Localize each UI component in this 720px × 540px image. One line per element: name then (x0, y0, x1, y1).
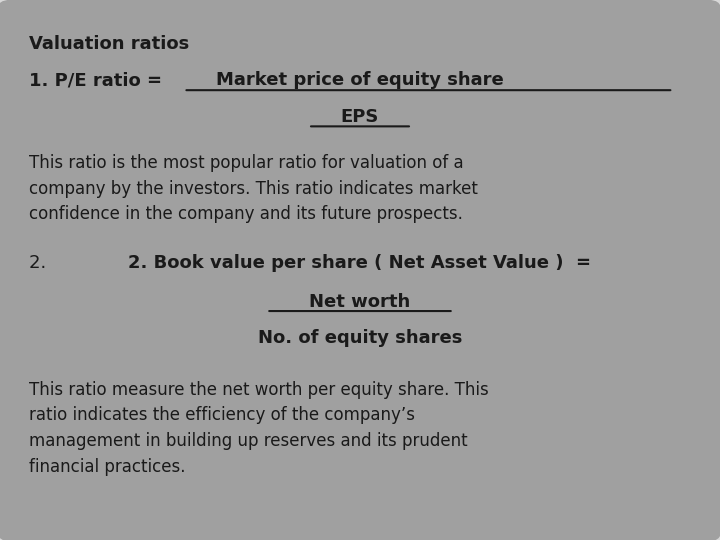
Text: No. of equity shares: No. of equity shares (258, 329, 462, 347)
Text: 1. P/E ratio =: 1. P/E ratio = (29, 71, 181, 89)
Text: Valuation ratios: Valuation ratios (29, 35, 189, 53)
Text: Net worth: Net worth (310, 293, 410, 310)
Text: This ratio is the most popular ratio for valuation of a
company by the investors: This ratio is the most popular ratio for… (29, 154, 477, 224)
Text: This ratio measure the net worth per equity share. This
ratio indicates the effi: This ratio measure the net worth per equ… (29, 381, 489, 476)
Text: Market price of equity share: Market price of equity share (216, 71, 504, 89)
Text: EPS: EPS (341, 108, 379, 126)
Text: 2.: 2. (29, 254, 52, 272)
Text: 2. Book value per share ( Net Asset Value )  =: 2. Book value per share ( Net Asset Valu… (128, 254, 592, 272)
